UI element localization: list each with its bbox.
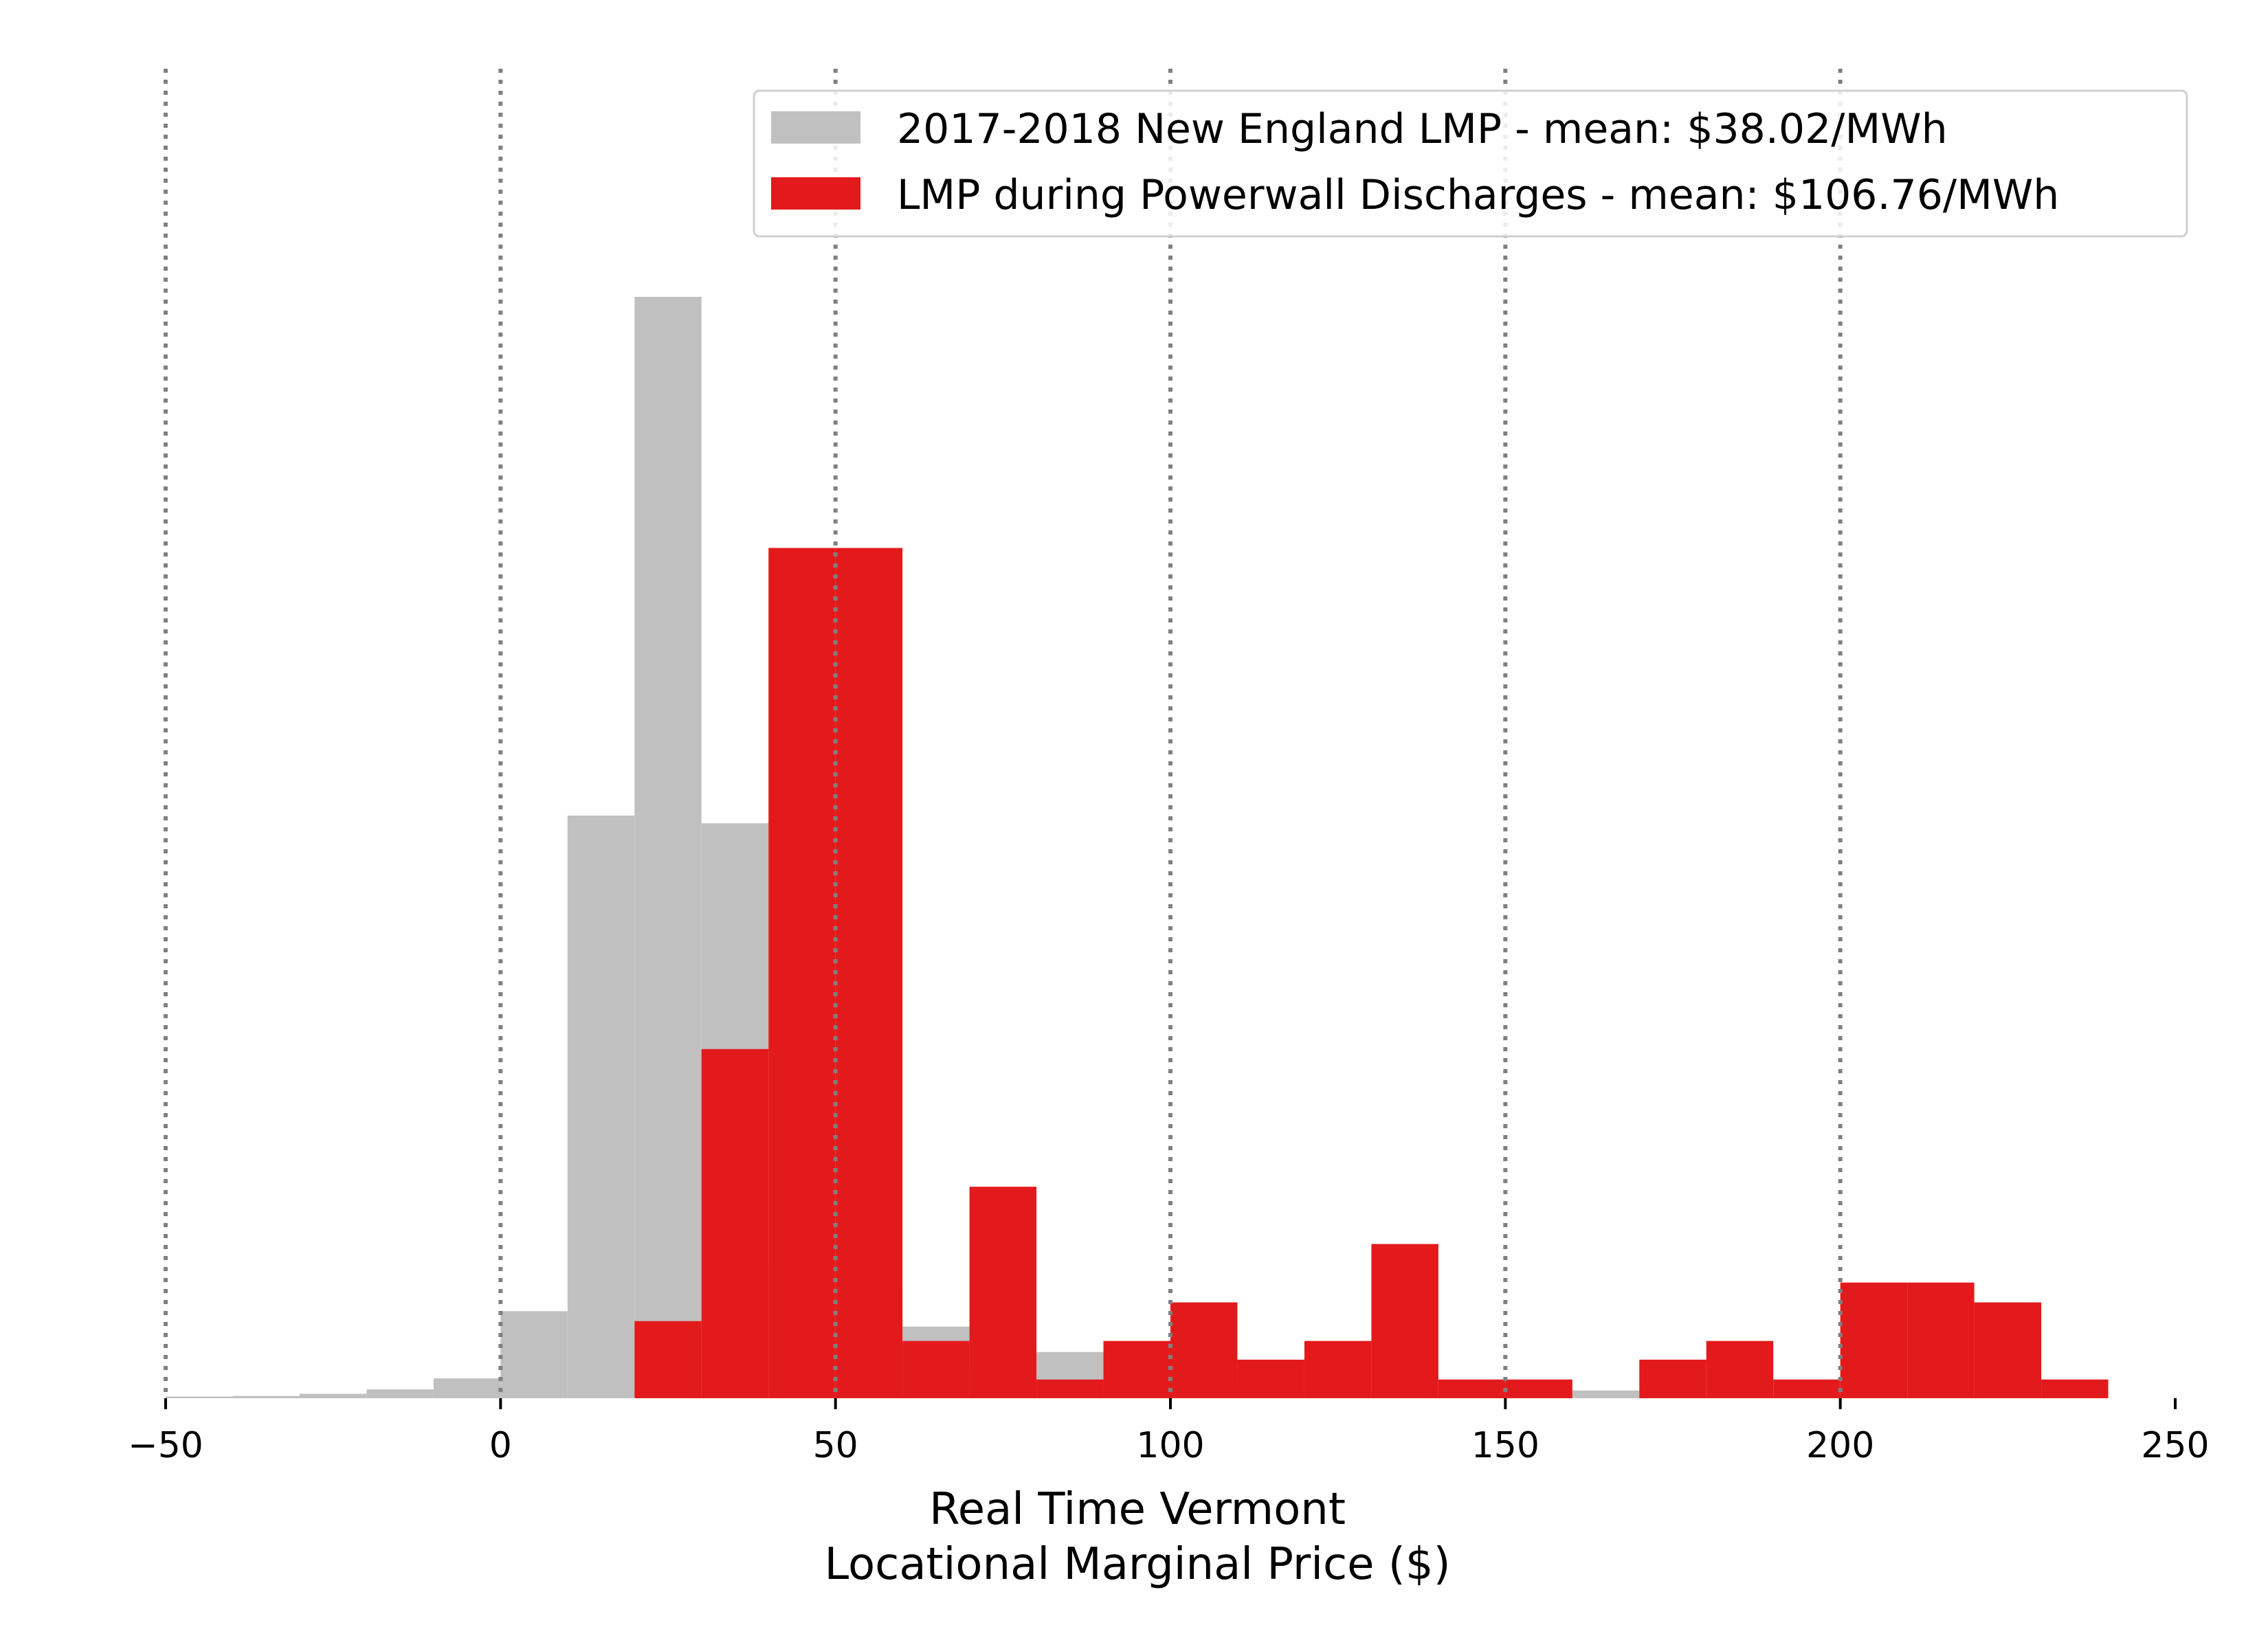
bar-red-11 [1371, 1244, 1438, 1398]
legend-swatch-gray [771, 111, 860, 144]
x-tick-label-5: 200 [1806, 1425, 1874, 1466]
bar-gray-2 [299, 1393, 367, 1398]
x-tick-label-2: 50 [813, 1425, 858, 1466]
x-axis: −50 0 50 100 150 200 250 [128, 1398, 2210, 1466]
x-tick-label-3: 100 [1136, 1425, 1204, 1466]
bar-red-16 [1773, 1379, 1841, 1398]
bar-red-14 [1639, 1359, 1706, 1398]
bar-red-5 [969, 1187, 1037, 1398]
bar-red-9 [1237, 1359, 1304, 1398]
bar-gray-6 [567, 816, 635, 1398]
x-gridlines [164, 69, 1843, 1398]
bar-red-7 [1103, 1340, 1170, 1398]
legend-frame [753, 89, 2188, 238]
bar-red-2 [768, 548, 836, 1398]
x-tick-label-4: 150 [1471, 1425, 1539, 1466]
series-red-bars [634, 548, 2109, 1398]
x-tick-label-1: 0 [489, 1425, 512, 1466]
legend-label-red: LMP during Powerwall Discharges - mean: … [897, 171, 2059, 219]
bar-gray-0 [166, 1396, 233, 1398]
bar-gray-5 [500, 1311, 568, 1398]
bar-gray-21 [1572, 1390, 1640, 1398]
bar-red-20 [2041, 1379, 2109, 1398]
bar-red-17 [1840, 1282, 1908, 1398]
bar-red-0 [634, 1321, 702, 1398]
bar-red-18 [1907, 1282, 1975, 1398]
bar-red-19 [1974, 1302, 2042, 1398]
x-tick-label-6: 250 [2141, 1425, 2209, 1466]
bar-red-6 [1036, 1379, 1104, 1398]
bar-gray-1 [232, 1395, 300, 1398]
x-tick-label-0: −50 [128, 1425, 203, 1466]
bar-gray-7 [634, 297, 702, 1398]
x-axis-title-line-1: Real Time Vermont [929, 1484, 1346, 1535]
legend: 2017-2018 New England LMP - mean: $38.02… [753, 89, 2188, 238]
bar-red-4 [902, 1340, 970, 1398]
bar-red-13 [1505, 1379, 1572, 1398]
bar-red-12 [1438, 1379, 1506, 1398]
x-axis-title: Real Time Vermont Locational Marginal Pr… [824, 1484, 1450, 1590]
x-axis-title-line-2: Locational Marginal Price ($) [824, 1539, 1450, 1590]
bar-red-8 [1170, 1302, 1238, 1398]
bar-red-10 [1304, 1340, 1372, 1398]
legend-swatch-red [771, 177, 860, 210]
bar-red-3 [835, 548, 903, 1398]
legend-label-gray: 2017-2018 New England LMP - mean: $38.02… [897, 105, 1948, 153]
bar-red-15 [1706, 1340, 1774, 1398]
bar-gray-3 [366, 1389, 434, 1398]
bar-gray-4 [433, 1378, 501, 1398]
bar-red-1 [701, 1048, 769, 1398]
